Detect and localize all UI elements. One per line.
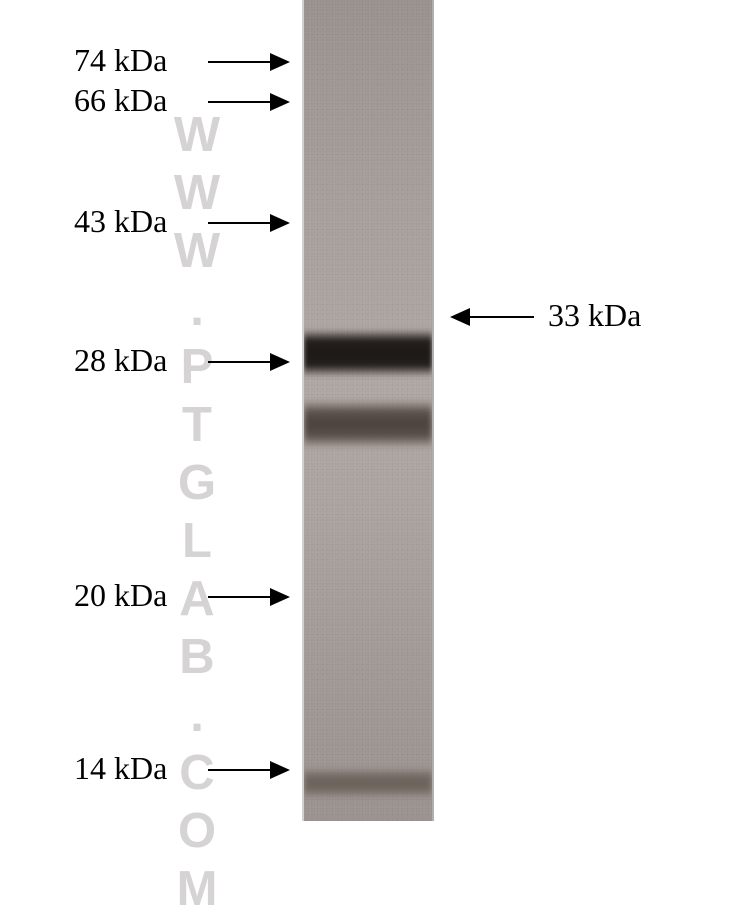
arrow-icon <box>208 596 288 598</box>
arrow-icon <box>208 361 288 363</box>
mw-label: 43 kDa <box>74 203 167 240</box>
mw-label: 14 kDa <box>74 750 167 787</box>
arrow-icon <box>208 769 288 771</box>
band-0 <box>304 329 432 377</box>
band-2 <box>304 768 432 798</box>
arrow-icon <box>208 222 288 224</box>
arrow-icon <box>208 101 288 103</box>
arrow-icon <box>452 316 534 318</box>
mw-label: 33 kDa <box>548 297 641 334</box>
watermark-text: WWW.PTGLAB.COM <box>169 108 225 920</box>
blot-canvas: WWW.PTGLAB.COM 74 kDa66 kDa43 kDa28 kDa2… <box>0 0 740 821</box>
mw-label: 28 kDa <box>74 342 167 379</box>
gel-lane <box>302 0 434 821</box>
mw-label: 74 kDa <box>74 42 167 79</box>
arrow-icon <box>208 61 288 63</box>
band-1 <box>304 400 432 448</box>
mw-label: 66 kDa <box>74 82 167 119</box>
mw-label: 20 kDa <box>74 577 167 614</box>
